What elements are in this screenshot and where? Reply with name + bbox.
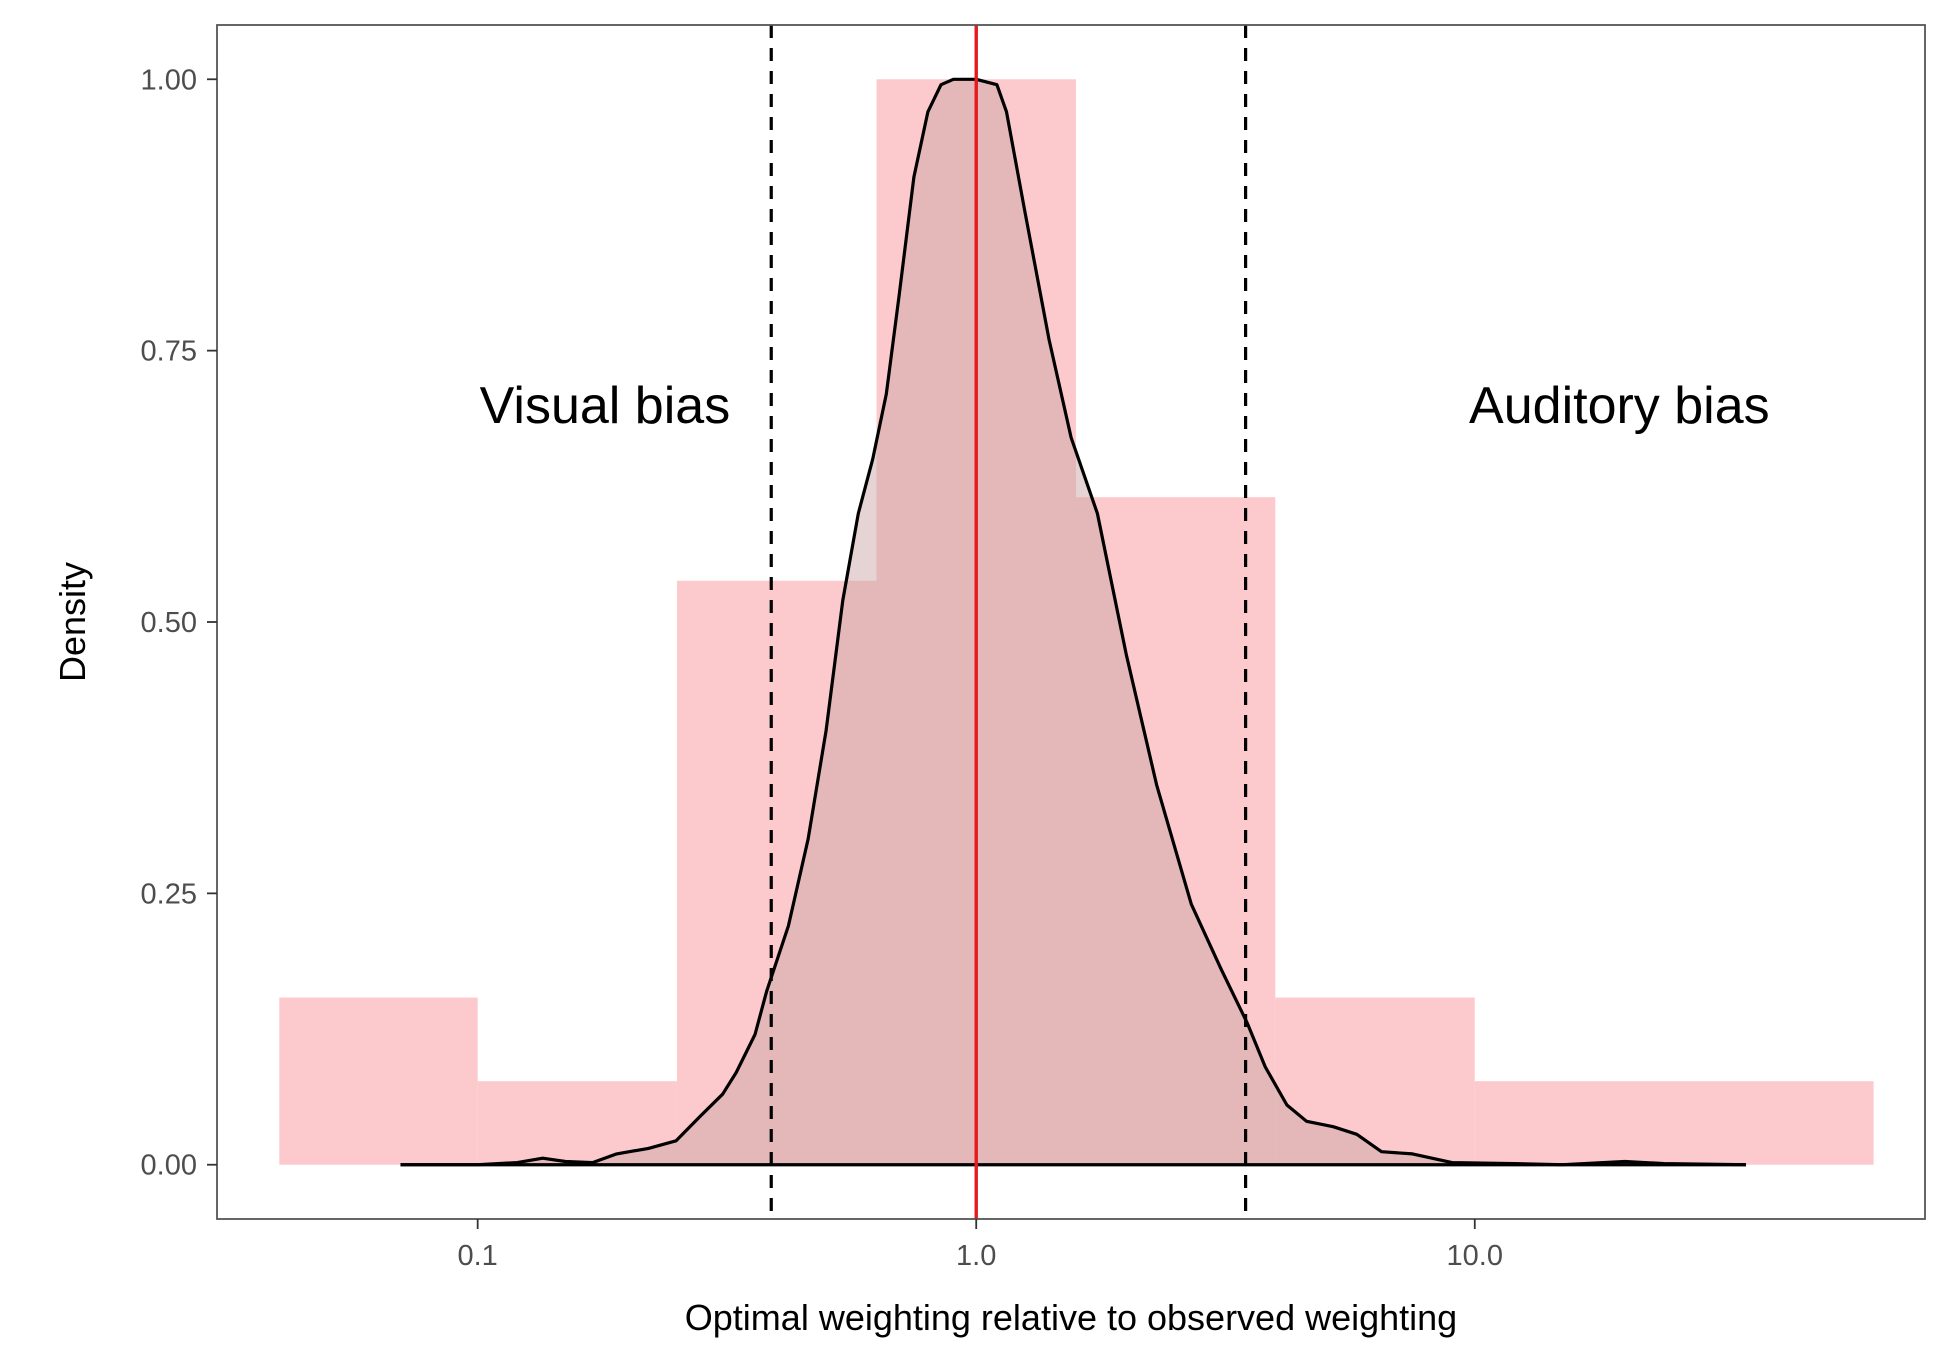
y-tick-label-4: 0.75 <box>141 336 197 368</box>
histogram-bar-7 <box>1474 1081 1874 1165</box>
density-layer <box>400 77 1747 1167</box>
histogram-bar-5 <box>1075 497 1276 1165</box>
x-tick-label-1: 0.1 <box>458 1240 498 1272</box>
y-tick-label-3: 0.50 <box>141 607 197 639</box>
annotation-visual-bias: Visual bias <box>480 377 731 435</box>
x-tick-label-3: 10.0 <box>1447 1240 1503 1272</box>
density-area <box>400 79 1746 1165</box>
reference-lines-layer <box>769 25 1248 1219</box>
y-tick-label-2: 0.25 <box>141 878 197 910</box>
annotation-auditory-bias: Auditory bias <box>1469 377 1770 435</box>
x-tick-label-2: 1.0 <box>956 1240 996 1272</box>
histogram-bar-3 <box>676 580 877 1165</box>
y-axis-title: Density <box>52 562 93 682</box>
histogram-bar-6 <box>1275 997 1475 1165</box>
histogram-bar-1 <box>279 997 478 1165</box>
axes-layer: 0.1 1.0 10.0 0.00 0.25 0.50 0.75 1.00 <box>141 64 1503 1272</box>
density-line <box>400 77 1747 1167</box>
x-axis-title: Optimal weighting relative to observed w… <box>685 1297 1457 1338</box>
y-tick-label-5: 1.00 <box>141 64 197 96</box>
y-tick-label-1: 0.00 <box>141 1150 197 1182</box>
